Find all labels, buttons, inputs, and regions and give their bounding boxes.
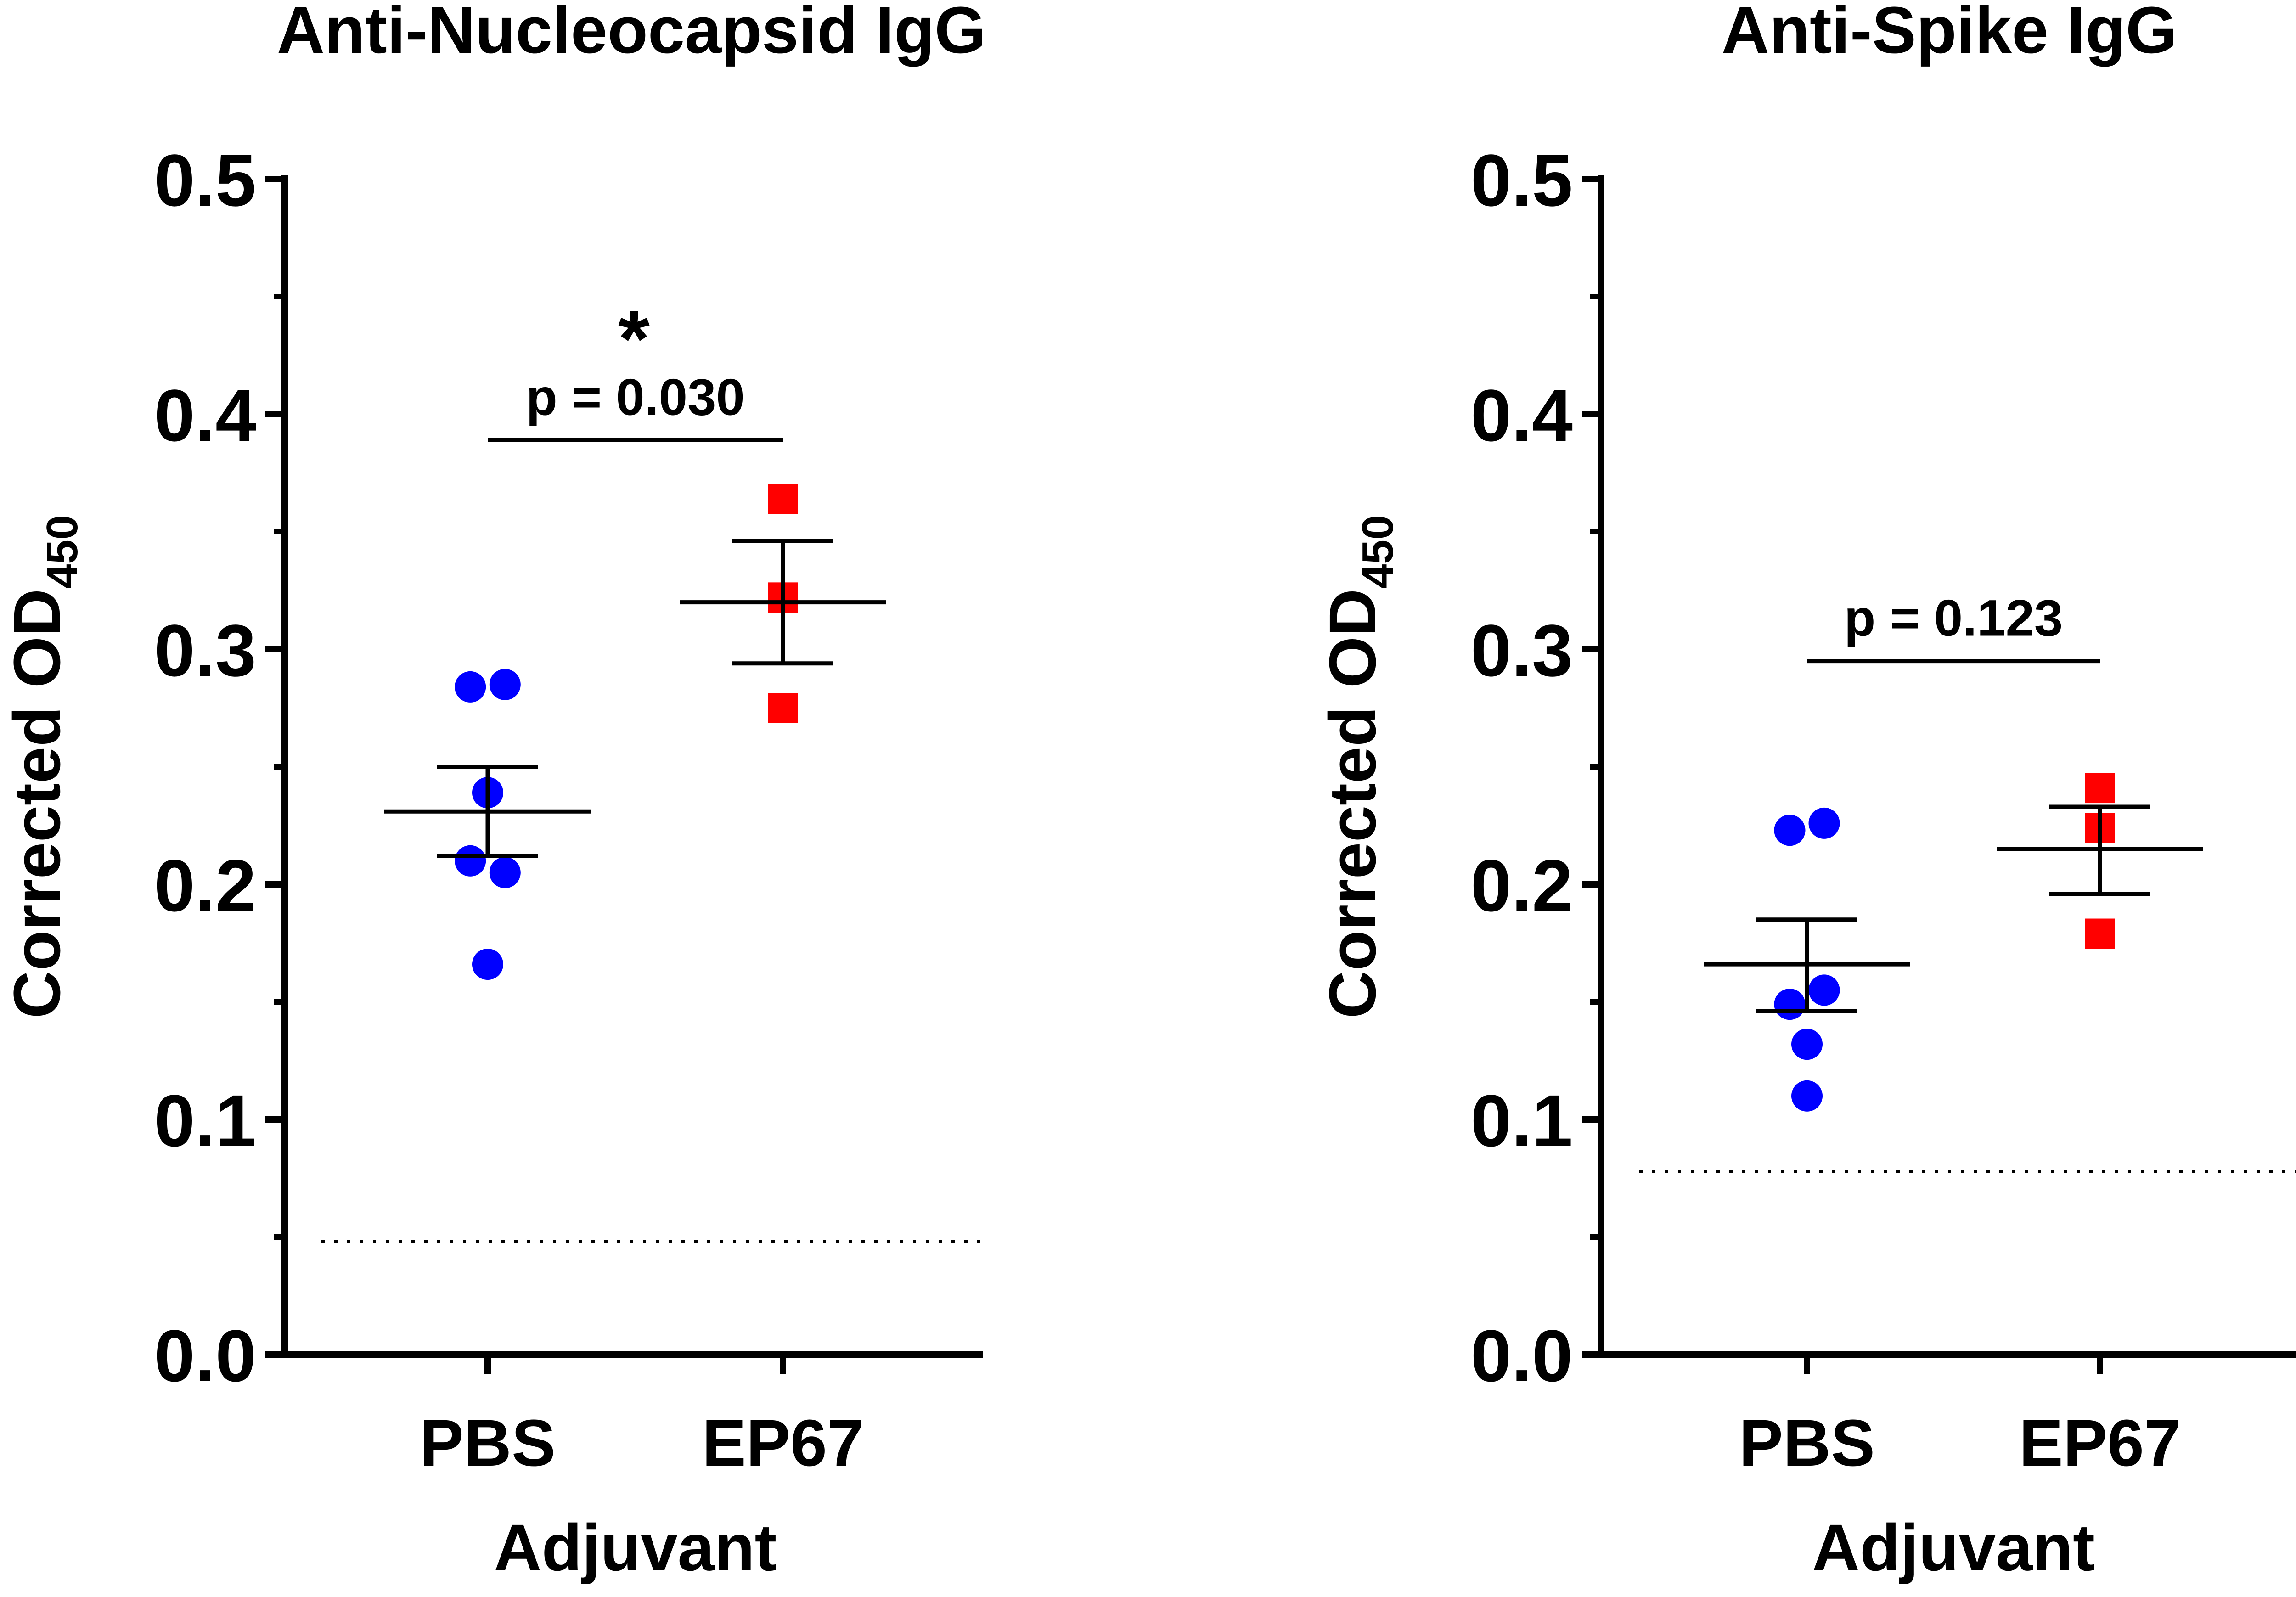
x-category-label: EP67	[2019, 1406, 2181, 1480]
y-tick-label: 0.2	[1471, 844, 1573, 927]
y-axis-title-subscript: 450	[38, 515, 87, 589]
x-category-label: PBS	[1739, 1406, 1875, 1480]
chart-panel-1: Anti-Nucleocapsid IgG 0.0 0.1 0.2 0.3 0.4 0.5 P…	[0, 0, 986, 1585]
data-point	[2085, 918, 2115, 949]
p-value-label: p = 0.123	[1844, 590, 2063, 647]
x-axis-title: Adjuvant	[1812, 1511, 2095, 1585]
y-tick-label: 0.3	[154, 609, 256, 692]
y-axis-title-main: Corrected OD	[1316, 589, 1390, 1018]
y-tick-label: 0.4	[1471, 374, 1573, 456]
x-axis-title: Adjuvant	[494, 1511, 777, 1585]
data-point	[1808, 974, 1840, 1006]
y-axis-title: Corrected OD450	[1316, 515, 1402, 1018]
data-point	[768, 693, 798, 723]
chart-title: Anti-Spike IgG	[1722, 0, 2177, 67]
data-point	[1791, 1080, 1823, 1112]
data-point	[768, 484, 798, 514]
y-tick-label: 0.2	[154, 844, 256, 927]
significance-marker: *	[618, 294, 650, 384]
y-tick-label: 0.5	[154, 139, 256, 221]
chart-panel-2: Anti-Spike IgG 0.0 0.1 0.2 0.3 0.4 0.5 PBS EP67 A…	[1316, 0, 2296, 1585]
chart-title: Anti-Nucleocapsid IgG	[277, 0, 986, 67]
y-tick-label: 0.0	[1471, 1315, 1573, 1397]
y-axis-title-subscript: 450	[1353, 515, 1402, 589]
y-axis-title-main: Corrected OD	[0, 589, 74, 1018]
data-point	[489, 857, 521, 888]
y-axis-title: Corrected OD450	[0, 515, 87, 1018]
data-point	[472, 949, 503, 980]
y-tick-label: 0.1	[1471, 1080, 1573, 1162]
y-tick-label: 0.0	[154, 1315, 256, 1397]
y-tick-label: 0.3	[1471, 609, 1573, 692]
data-point	[455, 845, 486, 877]
x-category-label: EP67	[702, 1406, 864, 1480]
data-point	[2085, 773, 2115, 804]
y-tick-label: 0.4	[154, 374, 256, 456]
data-point	[1808, 807, 1840, 839]
x-category-label: PBS	[420, 1406, 556, 1480]
p-value-label: p = 0.030	[526, 368, 744, 426]
y-tick-label: 0.5	[1471, 139, 1573, 221]
y-tick-label: 0.1	[154, 1080, 256, 1162]
data-point	[489, 669, 521, 700]
data-point	[1774, 989, 1806, 1020]
data-point	[455, 671, 486, 703]
data-point	[1774, 815, 1806, 846]
data-point	[1791, 1029, 1823, 1060]
